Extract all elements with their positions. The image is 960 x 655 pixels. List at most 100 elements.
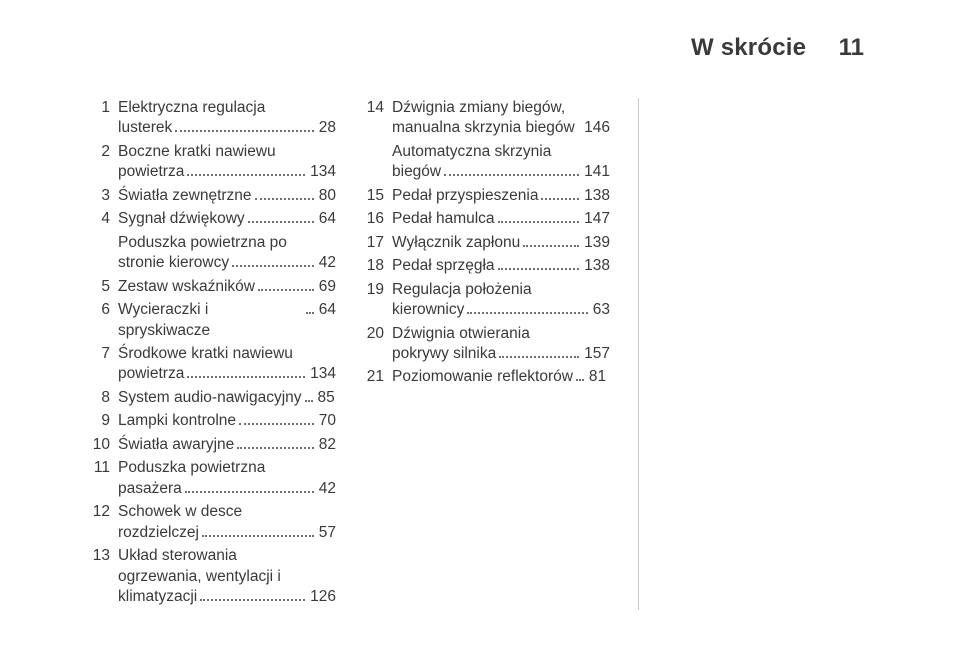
toc-entry-label: Światła zewnętrzne (118, 186, 252, 206)
toc-entry: Automatyczna skrzyniabiegów 141 (364, 142, 610, 183)
toc-entry: 4Sygnał dźwiękowy64 (90, 209, 336, 229)
toc-entry-label: System audio-nawigacyjny (118, 388, 302, 408)
toc-entry-label: Sygnał dźwiękowy (118, 209, 245, 229)
toc-leader (541, 187, 579, 199)
toc-entry-body: Automatyczna skrzyniabiegów 141 (392, 142, 610, 183)
toc-entry-page: 64 (317, 209, 336, 229)
toc-entry-number: 19 (364, 280, 392, 300)
toc-leader (232, 255, 314, 267)
toc-entry-page: 80 (317, 186, 336, 206)
toc-entry: 2Boczne kratki nawiewupowietrza134 (90, 142, 336, 183)
toc-entry-line: kierownicy 63 (392, 300, 610, 320)
toc-column-left: 1Elektryczna regulacjalusterek282Boczne … (90, 98, 336, 610)
toc-entry: 1Elektryczna regulacjalusterek28 (90, 98, 336, 139)
toc-entry-line: ogrzewania, wentylacji i (118, 567, 336, 587)
toc-entry-line: stronie kierowcy42 (118, 253, 336, 273)
toc-entry-label: biegów (392, 162, 441, 182)
toc-entry-number: 8 (90, 388, 118, 408)
toc-entry-label: Poduszka powietrzna (118, 458, 265, 478)
toc-entry-line: klimatyzacji126 (118, 587, 336, 607)
toc-entry-line: lusterek28 (118, 118, 336, 138)
toc-entry-label: manualna skrzynia biegów (392, 118, 575, 138)
toc-entry-page: 146 (582, 118, 610, 138)
toc-entry-label: Dźwignia otwierania (392, 324, 530, 344)
toc-leader (200, 589, 305, 601)
toc-entry-body: Środkowe kratki nawiewupowietrza 134 (118, 344, 336, 385)
toc-entry-body: Wycieraczki i spryskiwacze64 (118, 300, 336, 341)
toc-entry-number: 3 (90, 186, 118, 206)
toc-entry: 10Światła awaryjne82 (90, 435, 336, 455)
toc-entry-label: kierownicy (392, 300, 464, 320)
toc-entry-line: powietrza 134 (118, 364, 336, 384)
toc-entry-number: 18 (364, 256, 392, 276)
toc-leader (576, 369, 584, 381)
toc-entry-number: 10 (90, 435, 118, 455)
toc-entry-line: Wycieraczki i spryskiwacze64 (118, 300, 336, 341)
toc-entry-label: pasażera (118, 479, 182, 499)
toc-entry-number: 17 (364, 233, 392, 253)
toc-entry-line: Automatyczna skrzynia (392, 142, 610, 162)
toc-entry-page: 28 (317, 118, 336, 138)
toc-entry-number: 6 (90, 300, 118, 320)
toc-entry: 20Dźwignia otwieraniapokrywy silnika157 (364, 324, 610, 365)
toc-entry-line: Pedał sprzęgła138 (392, 256, 610, 276)
toc-entry-line: pokrywy silnika157 (392, 344, 610, 364)
toc-entry-label: Wyłącznik zapłonu (392, 233, 520, 253)
toc-entry-body: Pedał przyspieszenia138 (392, 186, 610, 206)
toc-entry: 7Środkowe kratki nawiewupowietrza 134 (90, 344, 336, 385)
toc-entry-number: 7 (90, 344, 118, 364)
toc-entry-page: 157 (582, 344, 610, 364)
toc-entry: 18Pedał sprzęgła138 (364, 256, 610, 276)
toc-entry: 21Poziomowanie reflektorów81 (364, 367, 610, 387)
toc-leader (444, 164, 579, 176)
toc-entry-line: Elektryczna regulacja (118, 98, 336, 118)
toc-entry-line: Poduszka powietrzna (118, 458, 336, 478)
toc-entry-label: Pedał przyspieszenia (392, 186, 538, 206)
toc-leader (498, 258, 580, 270)
toc-entry-page: 134 (308, 364, 336, 384)
toc-entry-page: 42 (317, 479, 336, 499)
toc-entry-number: 21 (364, 367, 392, 387)
toc-entry-body: Lampki kontrolne70 (118, 411, 336, 431)
toc-column-right: 14Dźwignia zmiany biegów,manualna skrzyn… (364, 98, 610, 610)
toc-entry-page: 139 (582, 233, 610, 253)
toc-entry-page: 69 (317, 277, 336, 297)
page-header: W skrócie 11 (90, 34, 870, 62)
toc-entry-number: 14 (364, 98, 392, 118)
toc-entry: Poduszka powietrzna postronie kierowcy42 (90, 233, 336, 274)
toc-entry-line: Światła awaryjne82 (118, 435, 336, 455)
toc-entry-line: Dźwignia otwierania (392, 324, 610, 344)
toc-entry-label: Wycieraczki i spryskiwacze (118, 300, 303, 341)
toc-entry-page: 57 (317, 523, 336, 543)
column-divider (638, 98, 639, 610)
toc-entry-body: System audio-nawigacyjny 85 (118, 388, 336, 408)
toc-entry: 6Wycieraczki i spryskiwacze64 (90, 300, 336, 341)
toc-entry-line: powietrza134 (118, 162, 336, 182)
toc-leader (175, 120, 313, 132)
toc-entry-page: 81 (587, 367, 606, 387)
toc-entry: 17Wyłącznik zapłonu 139 (364, 233, 610, 253)
toc-entry-label: Pedał hamulca (392, 209, 495, 229)
header-title: W skrócie (691, 34, 806, 61)
toc-entry-page: 141 (582, 162, 610, 182)
toc-entry-body: Poziomowanie reflektorów81 (392, 367, 610, 387)
toc-entry-label: ogrzewania, wentylacji i (118, 567, 281, 587)
toc-entry-line: Pedał hamulca147 (392, 209, 610, 229)
toc-leader (305, 390, 313, 402)
toc-entry-label: powietrza (118, 364, 184, 384)
toc-entry-page: 63 (591, 300, 610, 320)
toc-entry: 9Lampki kontrolne70 (90, 411, 336, 431)
toc-entry-page: 85 (316, 388, 335, 408)
toc-entry-label: Automatyczna skrzynia (392, 142, 551, 162)
toc-entry-label: Schowek w desce (118, 502, 242, 522)
toc-entry-line: Boczne kratki nawiewu (118, 142, 336, 162)
toc-entry-label: Boczne kratki nawiewu (118, 142, 276, 162)
toc-entry-body: Poduszka powietrzna postronie kierowcy42 (118, 233, 336, 274)
toc-entry-page: 134 (308, 162, 336, 182)
header-page-number: 11 (839, 34, 864, 61)
toc-entry-line: Schowek w desce (118, 502, 336, 522)
toc-entry-label: Środkowe kratki nawiewu (118, 344, 293, 364)
toc-entry-line: Lampki kontrolne70 (118, 411, 336, 431)
toc-leader (306, 302, 314, 314)
toc-entry-line: biegów 141 (392, 162, 610, 182)
